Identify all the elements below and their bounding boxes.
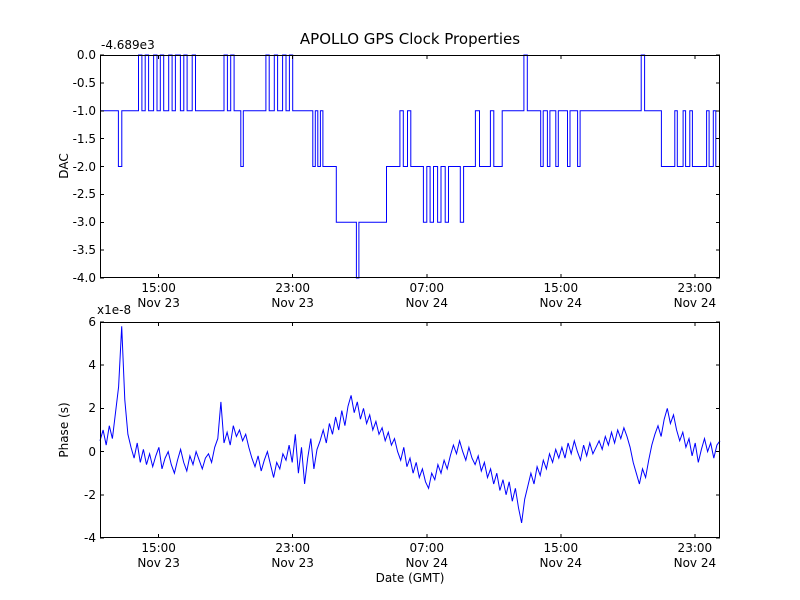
phase-y-tick-label: -4	[84, 531, 96, 545]
dac-x-tick-label: 15:00 Nov 23	[137, 281, 180, 310]
dac-y-tick-label: -2.0	[72, 159, 96, 174]
dac-data-line	[100, 54, 720, 279]
phase-x-tick-label: 07:00 Nov 24	[405, 541, 449, 570]
chart-title: APOLLO GPS Clock Properties	[299, 30, 521, 48]
dac-x-tick-label: 23:00 Nov 23	[271, 281, 314, 310]
dac-axes-frame	[100, 55, 720, 278]
phase-x-tick-label: 23:00 Nov 23	[271, 541, 314, 570]
phase-y-tick-label: 6	[88, 315, 96, 329]
phase-x-tick-label: 15:00 Nov 24	[539, 541, 583, 570]
dac-x-tick-label: 07:00 Nov 24	[405, 281, 449, 310]
dac-y-tick-label: 0.0	[76, 48, 96, 62]
dac-axis-offset-text: -4.689e3	[101, 38, 155, 52]
phase-y-tick-label: 0	[88, 444, 96, 459]
dac-y-tick-label: -3.5	[72, 243, 96, 258]
phase-data-line	[99, 326, 721, 524]
phase-plot-area	[99, 321, 721, 539]
dac-plot-area	[100, 54, 720, 279]
dac-y-tick-label: -1.5	[72, 131, 96, 146]
phase-axis-scale-text: x1e-8	[97, 303, 132, 317]
phase-y-tick-label: 4	[88, 358, 96, 373]
dac-x-tick-label: 15:00 Nov 24	[539, 281, 583, 310]
dac-y-tick-label: -2.5	[72, 187, 96, 202]
dac-y-tick-label: -3.0	[72, 215, 96, 230]
phase-x-tick-label: 15:00 Nov 23	[137, 541, 180, 570]
dac-x-tick-label: 23:00 Nov 24	[673, 281, 717, 310]
phase-y-tick-label: 2	[88, 401, 96, 416]
dac-y-tick-label: -0.5	[72, 75, 96, 90]
phase-x-tick-label: 23:00 Nov 24	[673, 541, 717, 570]
phase-axes-frame	[100, 322, 720, 538]
x-axis-label: Date (GMT)	[375, 571, 445, 585]
phase-y-tick-label: -2	[84, 487, 96, 502]
dac-y-tick-label: -1.0	[72, 103, 96, 118]
dac-y-tick-label: -4.0	[72, 271, 96, 285]
